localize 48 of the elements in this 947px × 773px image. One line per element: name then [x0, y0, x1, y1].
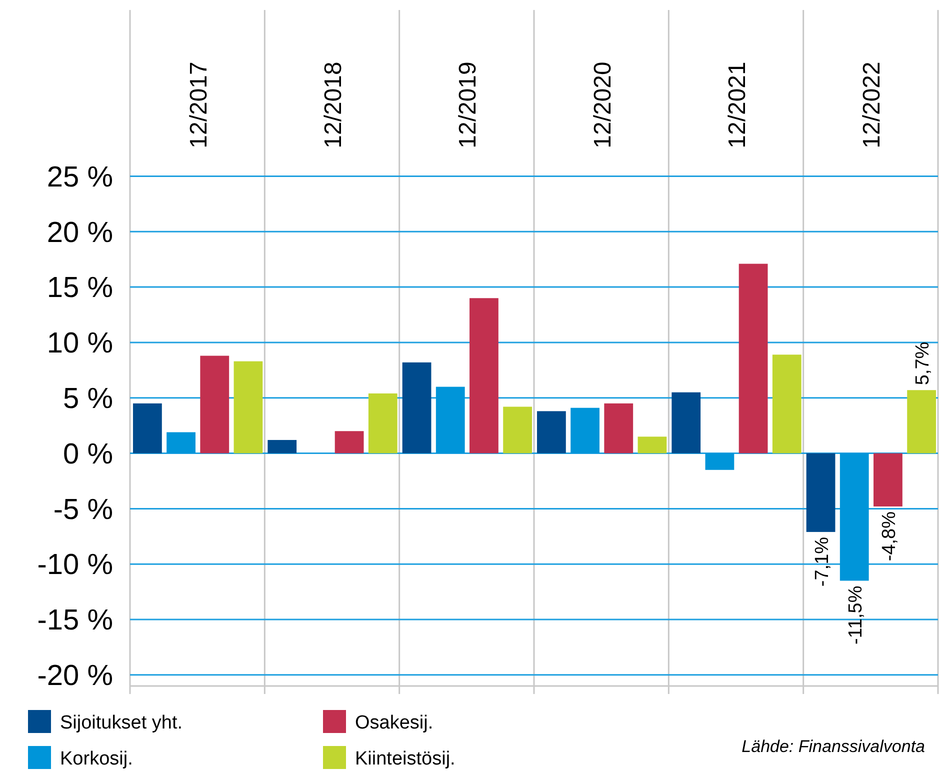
bar	[436, 386, 465, 454]
y-tick-label: 10 %	[46, 328, 113, 360]
bar	[604, 403, 634, 454]
bar	[907, 390, 936, 454]
text: Lähde: Finanssivalvonta	[742, 737, 925, 756]
y-tick-label: -20 %	[37, 660, 113, 692]
bar	[840, 453, 869, 581]
y-tick-label: -15 %	[37, 604, 113, 637]
legend-label: Sijoitukset yht.	[60, 712, 182, 734]
bar	[200, 356, 230, 454]
bar	[234, 361, 263, 454]
bar	[537, 411, 566, 454]
y-tick-label: 25 %	[46, 161, 113, 194]
data-label: 5,7%	[912, 342, 934, 386]
bar	[470, 298, 498, 454]
x-tick-label: 12/2020	[589, 62, 616, 148]
data-label: -4,8%	[878, 511, 900, 562]
bar	[334, 431, 364, 454]
bar	[368, 393, 398, 454]
bar	[874, 453, 902, 506]
bar	[503, 406, 532, 454]
legend-label: Korkosij.	[60, 748, 133, 770]
y-tick-label: 20 %	[46, 216, 113, 249]
bar	[570, 408, 600, 454]
y-tick-label: 0 %	[63, 438, 113, 470]
bar	[166, 432, 196, 454]
bar	[402, 362, 432, 454]
legend-label: Osakesij.	[355, 712, 434, 734]
x-tick-label: 12/2022	[858, 62, 886, 148]
bar	[772, 354, 802, 454]
y-tick-label: -10 %	[37, 549, 113, 582]
x-tick-label: 12/2017	[185, 62, 212, 148]
x-tick-label: 12/2019	[454, 62, 482, 148]
legend-label: Kiinteistösij.	[355, 748, 456, 770]
bar	[705, 453, 734, 470]
bar	[638, 436, 667, 454]
y-tick-label: -5 %	[53, 494, 113, 526]
bar	[133, 403, 162, 454]
bar	[806, 453, 836, 532]
y-tick-label: 15 %	[46, 272, 113, 304]
bar	[268, 440, 297, 454]
bar	[738, 264, 768, 454]
x-tick-label: 12/2018	[320, 62, 347, 148]
x-tick-label: 12/2021	[724, 62, 751, 148]
y-tick-label: 5 %	[63, 383, 113, 416]
data-label: -7,1%	[812, 536, 833, 587]
data-label: -11,5%	[845, 586, 866, 645]
bar	[672, 392, 701, 454]
